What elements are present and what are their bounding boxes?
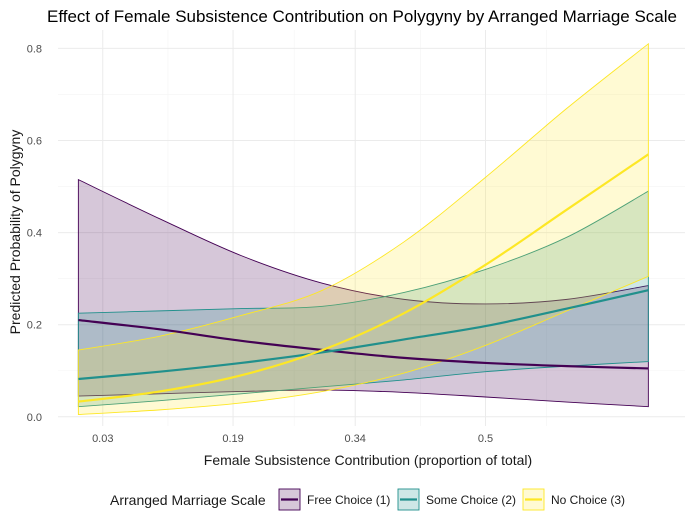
y-tick-label: 0.4	[27, 228, 42, 240]
series-line-2	[78, 289, 649, 381]
legend: Arranged Marriage Scale Free Choice (1) S…	[110, 488, 625, 511]
legend-label: Some Choice (2)	[426, 493, 516, 507]
legend-label: Free Choice (1)	[307, 493, 390, 507]
y-tick-label: 0.8	[27, 43, 42, 55]
legend-title: Arranged Marriage Scale	[110, 492, 266, 508]
y-tick-label: 0.2	[27, 320, 42, 332]
grid	[58, 30, 685, 426]
series-lines	[78, 153, 649, 403]
y-tick-label: 0.6	[27, 136, 42, 148]
x-tick-label: 0.03	[92, 433, 113, 445]
legend-item-3: No Choice (3)	[522, 488, 625, 511]
x-axis-title: Female Subsistence Contribution (proport…	[204, 452, 532, 468]
y-tick-label: 0.0	[27, 412, 42, 424]
series-line-3	[78, 153, 649, 403]
confidence-bands	[77, 42, 649, 415]
x-tick-label: 0.34	[345, 433, 366, 445]
legend-item-1: Free Choice (1)	[278, 488, 390, 511]
y-axis-title: Predicted Probability of Polygyny	[7, 130, 23, 335]
confidence-band-1	[77, 178, 649, 408]
x-tick-label: 0.5	[478, 433, 493, 445]
legend-label: No Choice (3)	[551, 493, 625, 507]
x-axis-ticks: 0.03 0.19 0.34 0.5	[92, 433, 493, 445]
x-tick-label: 0.19	[222, 433, 243, 445]
y-axis-ticks: 0.0 0.2 0.4 0.6 0.8	[27, 43, 42, 423]
chart-title: Effect of Female Subsistence Contributio…	[47, 7, 677, 26]
series-line-1	[78, 318, 649, 370]
legend-item-2: Some Choice (2)	[397, 488, 516, 511]
